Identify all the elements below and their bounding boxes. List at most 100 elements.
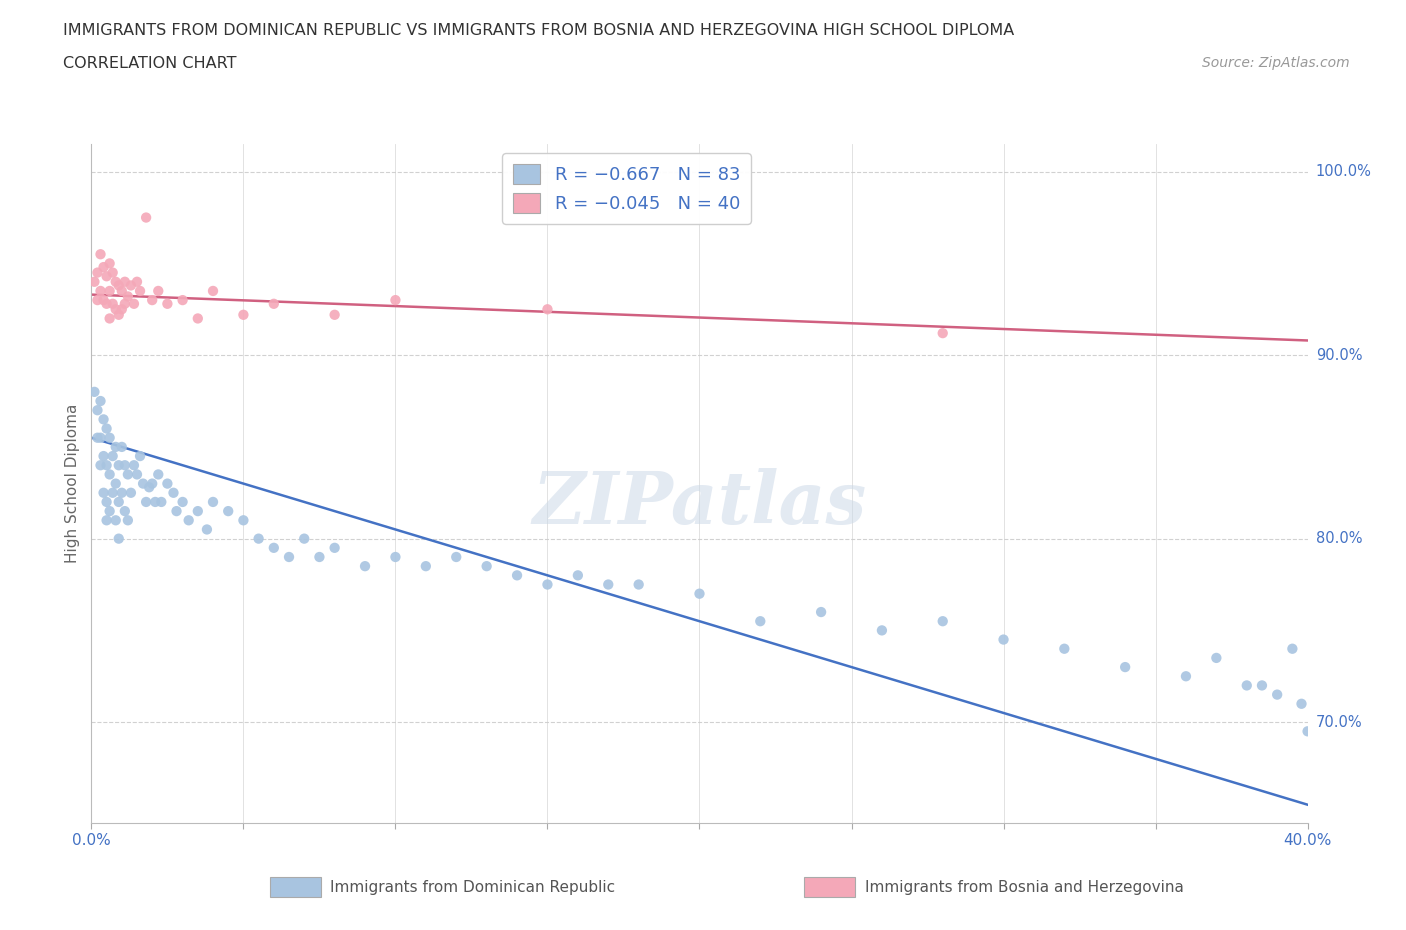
Point: [1174, 669, 1197, 684]
Point: [1053, 642, 1076, 657]
Legend: R = −0.667   N = 83, R = −0.045   N = 40: R = −0.667 N = 83, R = −0.045 N = 40: [502, 153, 751, 223]
Text: 80.0%: 80.0%: [1316, 531, 1362, 546]
Text: IMMIGRANTS FROM DOMINICAN REPUBLIC VS IMMIGRANTS FROM BOSNIA AND HERZEGOVINA HIG: IMMIGRANTS FROM DOMINICAN REPUBLIC VS IM…: [63, 23, 1015, 38]
Point: [688, 586, 710, 601]
Point: [98, 467, 121, 482]
Point: [125, 467, 148, 482]
Point: [86, 403, 108, 418]
Point: [187, 311, 209, 325]
Point: [263, 540, 285, 555]
Point: [93, 259, 115, 274]
Point: [86, 431, 108, 445]
Point: [111, 302, 134, 317]
Point: [1205, 650, 1227, 665]
Point: [111, 284, 134, 299]
Point: [120, 485, 142, 500]
Point: [567, 568, 589, 583]
Point: [114, 504, 136, 519]
Point: [107, 531, 129, 546]
Point: [98, 256, 121, 271]
Point: [292, 531, 315, 546]
Point: [931, 614, 953, 629]
Point: [172, 495, 194, 510]
Point: [125, 274, 148, 289]
Point: [1281, 642, 1303, 657]
Point: [129, 284, 152, 299]
Point: [93, 412, 115, 427]
Point: [114, 274, 136, 289]
Point: [627, 578, 650, 592]
Point: [86, 293, 108, 308]
Text: Source: ZipAtlas.com: Source: ZipAtlas.com: [1202, 56, 1350, 70]
Point: [98, 504, 121, 519]
Point: [98, 431, 121, 445]
Point: [120, 278, 142, 293]
Point: [444, 550, 467, 565]
Point: [93, 448, 115, 463]
Point: [83, 274, 105, 289]
Point: [96, 421, 118, 436]
Point: [506, 568, 529, 583]
Point: [156, 476, 179, 491]
Point: [172, 293, 194, 308]
Point: [132, 476, 155, 491]
Point: [323, 540, 346, 555]
Point: [1265, 687, 1288, 702]
Point: [96, 458, 118, 472]
Point: [993, 632, 1015, 647]
Text: ZIPatlas: ZIPatlas: [533, 469, 866, 539]
Point: [143, 495, 166, 510]
Point: [107, 458, 129, 472]
Point: [98, 284, 121, 299]
Point: [156, 297, 179, 312]
Point: [111, 485, 134, 500]
Point: [104, 476, 127, 491]
Point: [1296, 724, 1319, 738]
Point: [96, 269, 118, 284]
Point: [141, 293, 163, 308]
Point: [122, 297, 145, 312]
Point: [354, 559, 377, 574]
Point: [104, 274, 127, 289]
Point: [122, 458, 145, 472]
Point: [117, 467, 139, 482]
Point: [202, 495, 225, 510]
Point: [107, 495, 129, 510]
Point: [475, 559, 498, 574]
Point: [162, 485, 184, 500]
Point: [104, 440, 127, 455]
Text: 70.0%: 70.0%: [1316, 714, 1362, 730]
Point: [96, 512, 118, 527]
Point: [536, 578, 558, 592]
Point: [166, 504, 188, 519]
Point: [135, 210, 157, 225]
Text: Immigrants from Dominican Republic: Immigrants from Dominican Republic: [330, 880, 616, 895]
Point: [89, 284, 111, 299]
Point: [1114, 659, 1136, 674]
Point: [141, 476, 163, 491]
Text: 100.0%: 100.0%: [1316, 165, 1372, 179]
Point: [111, 440, 134, 455]
Point: [931, 326, 953, 340]
Point: [263, 297, 285, 312]
Text: CORRELATION CHART: CORRELATION CHART: [63, 56, 236, 71]
Point: [148, 284, 170, 299]
Point: [96, 495, 118, 510]
Point: [870, 623, 893, 638]
Point: [104, 302, 127, 317]
Point: [384, 550, 406, 565]
Point: [93, 293, 115, 308]
Point: [323, 307, 346, 322]
Point: [101, 485, 124, 500]
Point: [89, 431, 111, 445]
Point: [89, 458, 111, 472]
Point: [107, 278, 129, 293]
Point: [232, 512, 254, 527]
Point: [89, 246, 111, 261]
Point: [1236, 678, 1258, 693]
Point: [101, 448, 124, 463]
Point: [83, 384, 105, 399]
Point: [114, 297, 136, 312]
Point: [1251, 678, 1274, 693]
Point: [86, 265, 108, 280]
